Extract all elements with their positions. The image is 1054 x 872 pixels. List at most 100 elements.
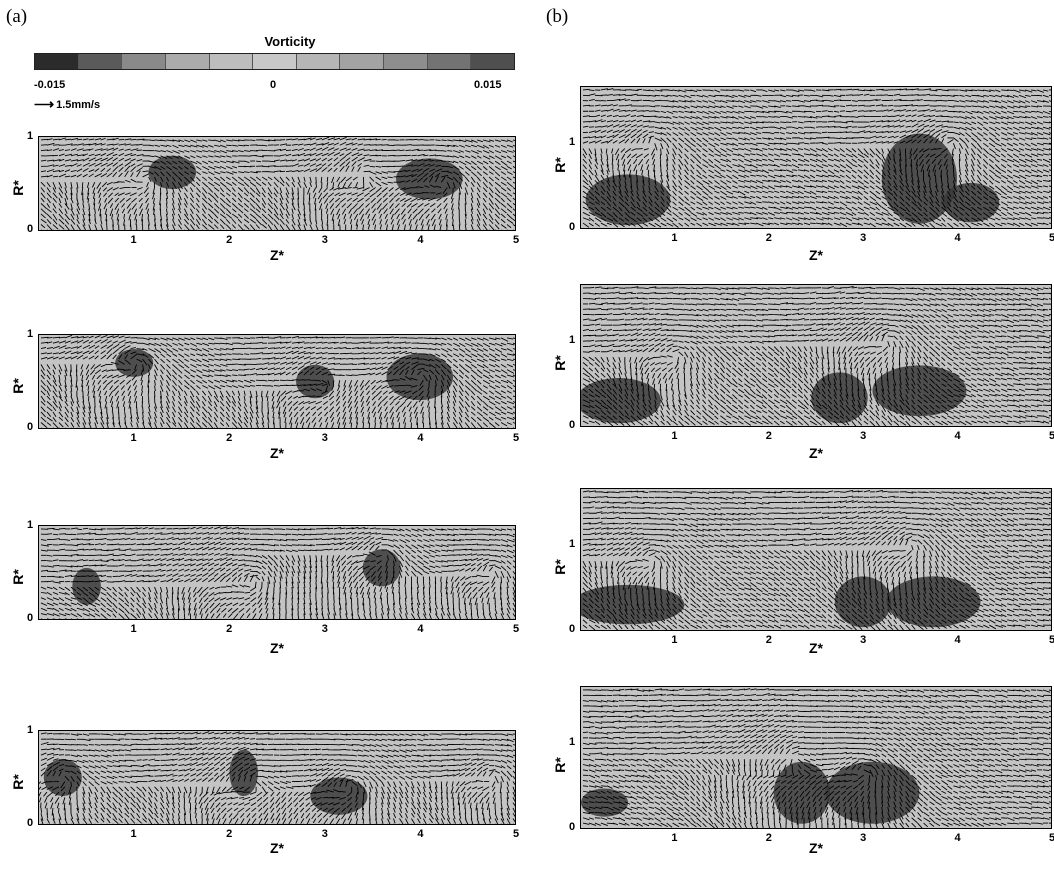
- y-tick-label: 1: [27, 130, 34, 142]
- colorbar-title: Vorticity: [264, 34, 316, 49]
- velocity-vectors: [40, 335, 515, 428]
- colorbar-max-label: 0.015: [474, 79, 502, 91]
- x-tick-label: 2: [765, 430, 772, 442]
- y-tick-label: 1: [27, 519, 34, 531]
- x-axis-label: Z*: [809, 640, 823, 656]
- panel-label-b: (b): [546, 6, 569, 27]
- x-tick-label: 2: [226, 432, 233, 444]
- plot-area: [38, 525, 516, 620]
- x-tick-label: 5: [512, 828, 520, 840]
- x-tick-label: 2: [765, 832, 772, 844]
- y-tick-label: 0: [27, 223, 34, 235]
- x-tick-label: 3: [860, 634, 867, 646]
- x-tick-label: 4: [954, 634, 961, 646]
- x-tick-label: 4: [417, 828, 424, 840]
- colorbar-min-label: -0.015: [34, 79, 66, 91]
- x-tick-label: 2: [765, 232, 772, 244]
- colorbar-swatch: [78, 54, 123, 69]
- panel-label-a: (a): [6, 6, 28, 27]
- vorticity-region: [834, 576, 892, 628]
- x-tick-label: 4: [954, 232, 961, 244]
- colorbar-swatch: [35, 54, 79, 69]
- y-tick-label: 0: [27, 421, 34, 433]
- y-axis-label: R*: [551, 354, 568, 371]
- x-tick-label: 4: [417, 234, 424, 246]
- velocity-vectors: [582, 688, 1051, 828]
- colorbar-mid-label: 0: [270, 79, 277, 91]
- x-tick-label: 5: [512, 623, 520, 635]
- vector-field: [40, 137, 515, 230]
- x-axis-label: Z*: [270, 840, 284, 856]
- x-tick-label: 5: [1048, 634, 1054, 646]
- velocity-vectors: [40, 137, 515, 230]
- x-tick-label: 4: [954, 832, 961, 844]
- vorticity-region: [362, 549, 401, 587]
- colorbar-swatch: [340, 54, 385, 69]
- plot-area: [580, 686, 1052, 829]
- x-axis-label: Z*: [270, 445, 284, 461]
- y-tick-label: 1: [27, 328, 34, 340]
- y-axis-label: R*: [9, 569, 26, 586]
- vorticity-region: [310, 777, 368, 815]
- y-axis-label: R*: [9, 378, 26, 395]
- x-tick-label: 3: [321, 234, 328, 246]
- x-tick-label: 3: [321, 828, 328, 840]
- x-tick-label: 5: [1048, 232, 1054, 244]
- colorbar-swatch: [384, 54, 428, 69]
- colorbar-swatch: [427, 54, 472, 69]
- x-tick-label: 1: [130, 432, 137, 444]
- vector-field: [581, 286, 1051, 426]
- y-axis-label: R*: [551, 756, 568, 773]
- x-axis-label: Z*: [809, 445, 823, 461]
- x-tick-label: 3: [321, 623, 328, 635]
- x-tick-label: 1: [671, 430, 678, 442]
- colorbar-swatch: [122, 54, 166, 69]
- plot-a-1: [38, 136, 516, 231]
- x-tick-label: 5: [512, 432, 520, 444]
- x-tick-label: 1: [130, 234, 137, 246]
- plot-b-3: [580, 488, 1052, 631]
- x-tick-label: 1: [130, 623, 137, 635]
- y-tick-label: 1: [569, 538, 576, 551]
- x-tick-label: 3: [321, 432, 328, 444]
- vector-field: [581, 688, 1051, 828]
- y-axis-label: R*: [551, 558, 568, 575]
- x-tick-label: 5: [512, 234, 520, 246]
- y-axis-label: R*: [9, 774, 26, 791]
- x-tick-label: 2: [765, 634, 772, 646]
- y-tick-label: 1: [569, 334, 576, 347]
- x-tick-label: 2: [226, 828, 233, 840]
- x-tick-label: 5: [1048, 832, 1054, 844]
- vorticity-region: [825, 761, 920, 824]
- x-tick-label: 4: [954, 430, 961, 442]
- y-axis-label: R*: [9, 180, 26, 197]
- x-tick-label: 2: [226, 623, 233, 635]
- x-tick-label: 3: [860, 232, 867, 244]
- x-axis-label: Z*: [270, 640, 284, 656]
- vector-field: [582, 88, 1051, 228]
- y-tick-label: 1: [27, 724, 34, 736]
- colorbar-swatch: [209, 54, 254, 69]
- plot-area: [580, 284, 1052, 427]
- vorticity-region: [886, 576, 981, 628]
- x-tick-label: 1: [130, 828, 137, 840]
- x-tick-label: 4: [417, 432, 424, 444]
- x-tick-label: 5: [1048, 430, 1054, 442]
- plot-a-3: [38, 525, 516, 620]
- y-tick-label: 0: [569, 221, 576, 233]
- velocity-scale: ⟶ 1.5mm/s: [34, 96, 100, 113]
- y-tick-label: 1: [569, 736, 576, 749]
- plot-a-4: [38, 730, 516, 825]
- velocity-vectors: [582, 286, 1051, 426]
- vector-field: [40, 335, 515, 428]
- vector-field: [39, 731, 515, 824]
- velocity-vectors: [40, 526, 515, 619]
- y-tick-label: 0: [27, 817, 34, 829]
- vorticity-region: [229, 749, 258, 797]
- vorticity-region: [72, 567, 101, 606]
- plot-a-2: [38, 334, 516, 429]
- plot-area: [580, 86, 1052, 229]
- right-arrow-icon: ⟶: [34, 96, 55, 112]
- plot-area: [38, 334, 516, 429]
- plot-b-4: [580, 686, 1052, 829]
